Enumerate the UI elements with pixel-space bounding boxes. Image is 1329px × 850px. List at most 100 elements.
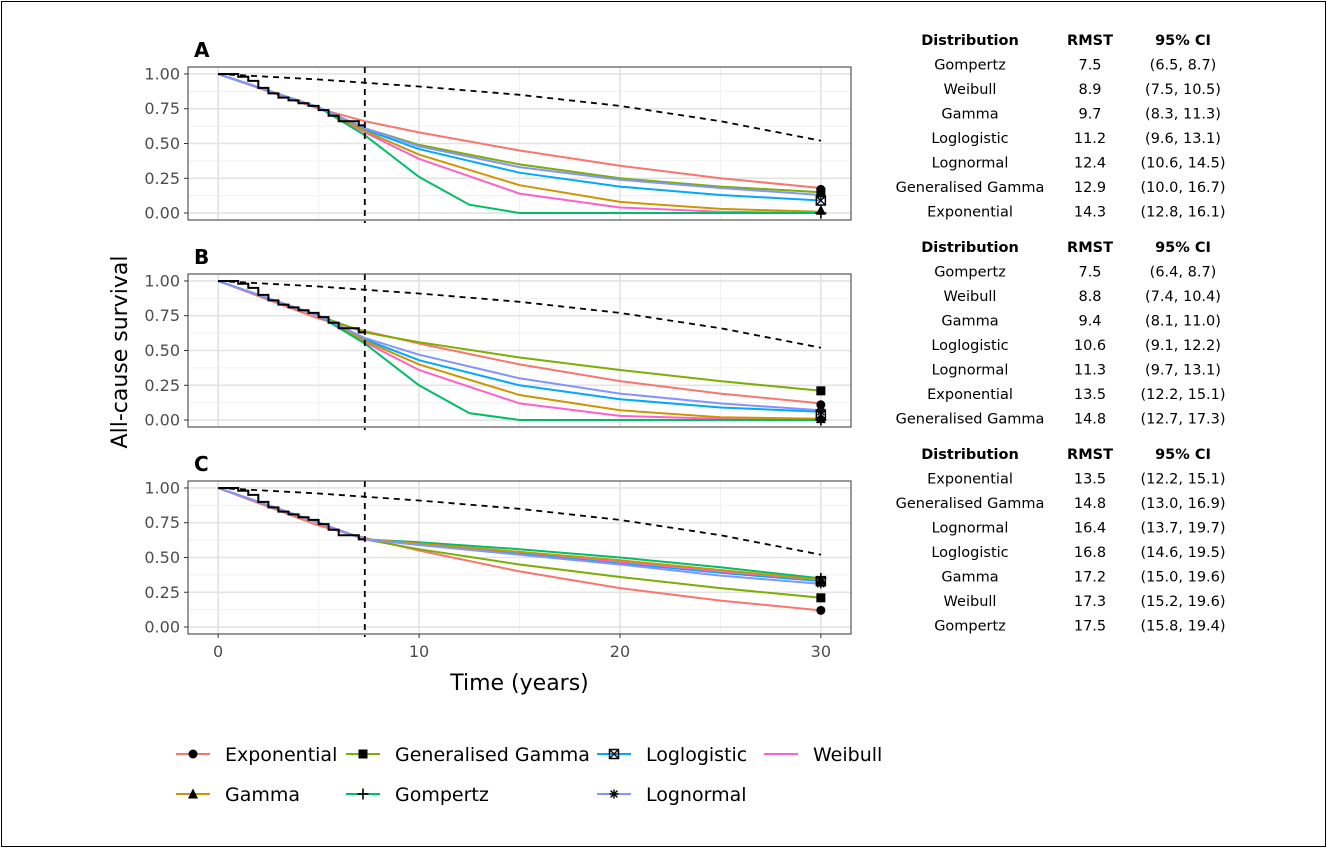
legend-key-marker xyxy=(188,788,198,799)
y-tick-label: 0.00 xyxy=(144,618,180,637)
marker-lognormal xyxy=(816,190,826,200)
table-header: Distribution xyxy=(921,240,1019,256)
y-tick-label: 0.25 xyxy=(144,169,180,188)
table-cell: 8.8 xyxy=(1078,289,1101,305)
legend-label: Lognormal xyxy=(646,784,747,806)
table-cell: (12.2, 15.1) xyxy=(1140,472,1225,488)
table-cell: (10.0, 16.7) xyxy=(1140,180,1225,196)
table-cell: Exponential xyxy=(927,205,1013,221)
rmst-table-b: Distribution RMST 95% CI Gompertz 7.5 (6.4, 8… xyxy=(896,240,1226,428)
table-cell: Gamma xyxy=(941,107,998,123)
table-header: Distribution xyxy=(921,33,1019,49)
table-cell: (6.4, 8.7) xyxy=(1150,265,1217,281)
table-cell: 8.9 xyxy=(1078,82,1101,98)
table-cell: 17.2 xyxy=(1074,570,1106,586)
table-cell: 13.5 xyxy=(1074,387,1106,403)
table-cell: 10.6 xyxy=(1074,338,1106,354)
table-cell: Exponential xyxy=(927,387,1013,403)
marker-generalised-gamma xyxy=(816,386,826,396)
table-cell: Loglogistic xyxy=(931,131,1008,147)
series-exponential xyxy=(217,487,821,612)
legend-label: Gompertz xyxy=(395,784,489,806)
legend-item-loglogistic: Loglogistic xyxy=(597,744,747,766)
x-tick-label: 30 xyxy=(811,642,831,661)
rmst-table-a: Distribution RMST 95% CI Gompertz 7.5 (6.5, 8… xyxy=(896,33,1226,221)
panel-label: C xyxy=(194,452,209,476)
table-cell: 14.8 xyxy=(1074,412,1106,428)
panel-a: A 0.00 0.25 0.50 0.75 1.00 xyxy=(144,38,852,223)
y-tick-label: 0.25 xyxy=(144,583,180,602)
marker-generalised-gamma xyxy=(816,593,826,603)
y-tick-label: 1.00 xyxy=(144,478,180,497)
table-cell: Gompertz xyxy=(934,265,1006,281)
kaplan-meier-curve xyxy=(218,73,366,127)
legend-label: Weibull xyxy=(813,744,882,766)
table-cell: Gamma xyxy=(941,314,998,330)
table-cell: Weibull xyxy=(944,82,997,98)
kaplan-meier-curve xyxy=(218,487,366,541)
table-cell: Weibull xyxy=(944,289,997,305)
table-cell: 14.3 xyxy=(1074,205,1106,221)
table-cell: 12.4 xyxy=(1074,156,1106,172)
series-lognormal xyxy=(217,280,821,412)
table-cell: 13.5 xyxy=(1074,472,1106,488)
panel-border xyxy=(187,480,852,635)
table-cell: Gamma xyxy=(941,570,998,586)
table-cell: 9.7 xyxy=(1078,107,1101,123)
legend-item-exponential: Exponential xyxy=(176,744,337,766)
panel-label: A xyxy=(194,38,210,62)
table-cell: (8.3, 11.3) xyxy=(1145,107,1221,123)
x-tick-label: 20 xyxy=(610,642,630,661)
table-cell: (13.0, 16.9) xyxy=(1140,496,1225,512)
marker-exponential xyxy=(816,605,826,615)
panel-c: C 0.00 0.25 0.50 0.75 1.00 xyxy=(144,452,852,637)
table-cell: Gompertz xyxy=(934,58,1006,74)
table-cell: 7.5 xyxy=(1078,58,1101,74)
table-cell: Loglogistic xyxy=(931,338,1008,354)
x-tick-label: 0 xyxy=(213,642,223,661)
y-tick-label: 0.50 xyxy=(144,341,180,360)
table-cell: (8.1, 11.0) xyxy=(1145,314,1221,330)
table-header: 95% CI xyxy=(1155,33,1211,49)
table-cell: Exponential xyxy=(927,472,1013,488)
panel-border xyxy=(187,273,852,428)
legend-label: Generalised Gamma xyxy=(395,744,590,766)
table-cell: (10.6, 14.5) xyxy=(1140,156,1225,172)
table-cell: (14.6, 19.5) xyxy=(1140,545,1225,561)
legend-item-generalised-gamma: Generalised Gamma xyxy=(346,744,590,766)
table-cell: Lognormal xyxy=(932,521,1009,537)
table-cell: Generalised Gamma xyxy=(896,180,1045,196)
series-lognormal xyxy=(217,487,821,585)
table-cell: (7.4, 10.4) xyxy=(1145,289,1221,305)
table-cell: 11.2 xyxy=(1074,131,1106,147)
table-cell: (15.0, 19.6) xyxy=(1140,570,1225,586)
table-cell: Gompertz xyxy=(934,619,1006,635)
y-axis-title: All-cause survival xyxy=(108,256,133,449)
table-header: RMST xyxy=(1067,33,1113,49)
legend-label: Gamma xyxy=(225,784,300,806)
y-tick-label: 0.75 xyxy=(144,513,180,532)
marker-gompertz xyxy=(815,207,827,219)
table-cell: (15.2, 19.6) xyxy=(1140,594,1225,610)
panel-border xyxy=(187,66,852,221)
legend-key-marker xyxy=(608,748,620,760)
legend: Exponential Generalised Gamma Loglogistic W… xyxy=(176,744,882,806)
table-cell: (9.1, 12.2) xyxy=(1145,338,1221,354)
marker-lognormal xyxy=(816,579,826,589)
y-tick-label: 0.75 xyxy=(144,99,180,118)
legend-item-gamma: Gamma xyxy=(176,784,300,806)
table-cell: (6.5, 8.7) xyxy=(1150,58,1217,74)
table-header: 95% CI xyxy=(1155,240,1211,256)
legend-key-marker xyxy=(609,789,619,799)
x-axis-title: Time (years) xyxy=(449,671,589,696)
table-cell: 14.8 xyxy=(1074,496,1106,512)
x-tick-label: 10 xyxy=(409,642,429,661)
panel-b: B 0.00 0.25 0.50 0.75 1.00 xyxy=(144,245,852,430)
marker-exponential xyxy=(816,400,826,410)
table-header: RMST xyxy=(1067,240,1113,256)
panel-label: B xyxy=(194,245,209,269)
y-tick-label: 1.00 xyxy=(144,64,180,83)
legend-key-marker xyxy=(357,788,369,800)
